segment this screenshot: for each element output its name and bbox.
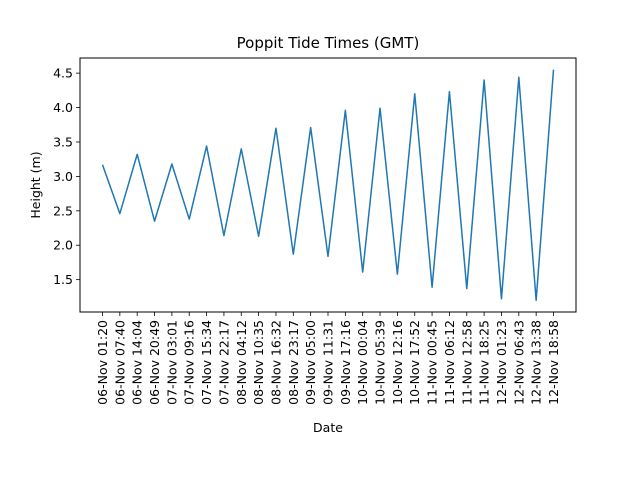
y-tick-label: 4.0 bbox=[53, 100, 73, 115]
y-tick-label: 3.5 bbox=[53, 134, 73, 149]
x-tick-label: 07-Nov 03:01 bbox=[164, 320, 179, 405]
x-tick-label: 12-Nov 06:43 bbox=[511, 320, 526, 405]
x-tick-label: 06-Nov 20:49 bbox=[147, 320, 162, 405]
y-tick-label: 2.5 bbox=[53, 203, 73, 218]
x-tick-label: 10-Nov 05:39 bbox=[373, 320, 388, 405]
x-tick-label: 06-Nov 14:04 bbox=[130, 320, 145, 405]
x-tick-label: 09-Nov 11:31 bbox=[321, 320, 336, 405]
x-tick-label: 12-Nov 13:38 bbox=[529, 320, 544, 405]
x-tick-label: 07-Nov 22:17 bbox=[216, 320, 231, 405]
y-tick-label: 3.0 bbox=[53, 169, 73, 184]
x-tick-label: 09-Nov 17:16 bbox=[338, 320, 353, 405]
series-line bbox=[101, 69, 555, 302]
x-tick-label: 11-Nov 06:12 bbox=[442, 320, 457, 405]
y-axis-label: Height (m) bbox=[28, 151, 43, 218]
x-tick-label: 11-Nov 12:58 bbox=[459, 320, 474, 405]
x-tick-label: 11-Nov 18:25 bbox=[477, 320, 492, 405]
x-tick-label: 11-Nov 00:45 bbox=[425, 320, 440, 405]
x-tick-label: 06-Nov 01:20 bbox=[95, 320, 110, 405]
y-axis: 1.5 2.0 2.5 3.0 3.5 4.0 4.5 bbox=[53, 66, 80, 287]
chart-title: Poppit Tide Times (GMT) bbox=[237, 34, 420, 52]
x-axis: 06-Nov 01:20 06-Nov 07:40 06-Nov 14:04 06-N… bbox=[95, 312, 561, 405]
x-tick-label: 07-Nov 09:16 bbox=[182, 320, 197, 405]
x-tick-label: 09-Nov 05:00 bbox=[303, 320, 318, 405]
plot-frame bbox=[79, 57, 577, 313]
x-tick-label: 08-Nov 10:35 bbox=[251, 320, 266, 405]
x-tick-label: 10-Nov 17:52 bbox=[407, 320, 422, 405]
x-tick-label: 08-Nov 04:12 bbox=[234, 320, 249, 405]
y-tick-label: 1.5 bbox=[53, 272, 73, 287]
x-tick-label: 06-Nov 07:40 bbox=[112, 320, 127, 405]
x-tick-label: 08-Nov 16:32 bbox=[268, 320, 283, 405]
x-tick-label: 12-Nov 01:23 bbox=[494, 320, 509, 405]
x-tick-label: 07-Nov 15:34 bbox=[199, 320, 214, 405]
x-tick-label: 12-Nov 18:58 bbox=[546, 320, 561, 405]
y-tick-label: 4.5 bbox=[53, 66, 73, 81]
x-tick-label: 10-Nov 12:16 bbox=[390, 320, 405, 405]
y-tick-label: 2.0 bbox=[53, 238, 73, 253]
x-axis-label: Date bbox=[313, 420, 343, 435]
x-tick-label: 10-Nov 00:04 bbox=[355, 320, 370, 405]
x-tick-label: 08-Nov 23:17 bbox=[286, 320, 301, 405]
